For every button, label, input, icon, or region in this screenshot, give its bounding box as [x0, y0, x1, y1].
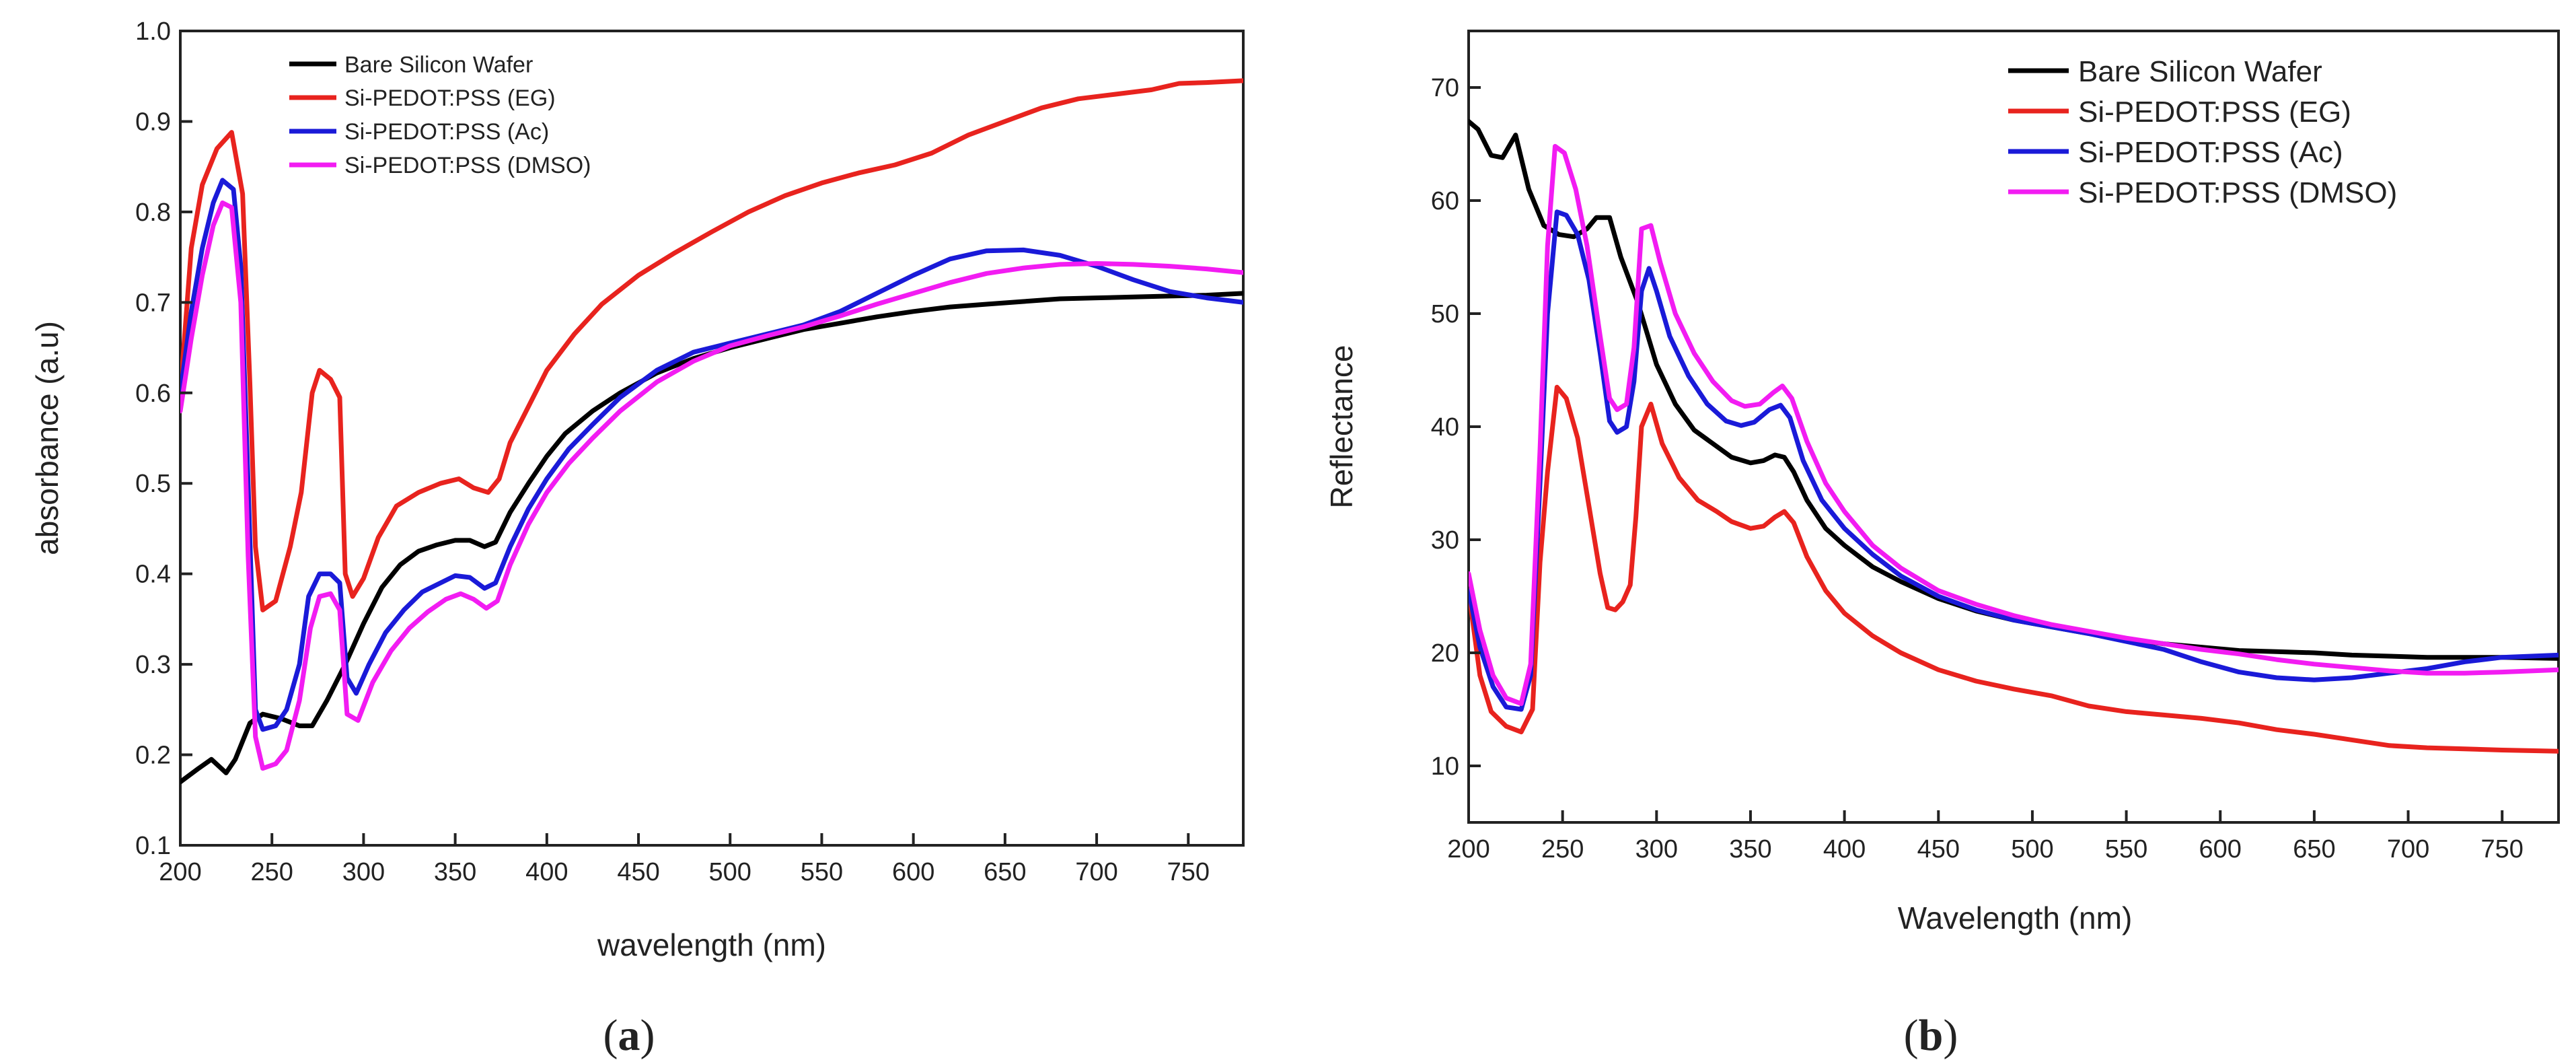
x-tick-label: 750 — [2481, 835, 2524, 863]
legend-item: Si-PEDOT:PSS (EG) — [2008, 96, 2351, 129]
y-tick-label: 0.6 — [135, 380, 171, 408]
x-tick-label: 700 — [2387, 835, 2429, 863]
x-tick-label: 400 — [1823, 835, 1866, 863]
legend-b: Bare Silicon Wafer Si-PEDOT:PSS (EG) Si-PE… — [2008, 55, 2397, 209]
y-tick-label: 1.0 — [135, 17, 171, 46]
x-tick-label: 600 — [2199, 835, 2242, 863]
series-line-a-2 — [180, 78, 1243, 612]
panel-label-b: (b) — [1904, 1011, 1958, 1060]
x-axis-label-b: Wavelength (nm) — [1898, 900, 2133, 935]
legend-item: Si-PEDOT:PSS (Ac) — [289, 119, 549, 145]
x-axis-ticks-b: 200 250 300 350 400 450 500 550 600 650 700 750 — [1447, 810, 2524, 863]
legend-item: Bare Silicon Wafer — [289, 52, 533, 77]
x-tick-label: 250 — [251, 858, 293, 886]
chart-panel-b: 200 250 300 350 400 450 500 550 600 650 700 750 10 2… — [1324, 30, 2560, 1060]
x-tick-label: 550 — [801, 858, 843, 886]
series-group-b — [1469, 118, 2559, 754]
legend-label: Si-PEDOT:PSS (Ac) — [2078, 136, 2343, 169]
x-tick-label: 650 — [2293, 835, 2335, 863]
y-axis-ticks-a: 0.1 0.2 0.3 0.4 0.5 0.6 0.7 0.8 0.9 1.0 — [135, 17, 192, 860]
legend-label: Bare Silicon Wafer — [2078, 55, 2322, 88]
y-tick-label: 70 — [1431, 74, 1459, 102]
x-tick-label: 200 — [159, 858, 201, 886]
legend-item: Si-PEDOT:PSS (DMSO) — [289, 153, 591, 178]
legend-a: Bare Silicon Wafer Si-PEDOT:PSS (EG) Si-PE… — [289, 52, 591, 178]
x-tick-label: 300 — [1635, 835, 1678, 863]
x-tick-label: 350 — [1729, 835, 1771, 863]
series-line-b-3 — [1469, 209, 2559, 712]
x-tick-label: 400 — [525, 858, 568, 886]
y-tick-label: 0.5 — [135, 470, 171, 498]
x-tick-label: 200 — [1447, 835, 1489, 863]
legend-label: Si-PEDOT:PSS (DMSO) — [344, 153, 591, 178]
panel-label-a: (a) — [603, 1011, 655, 1060]
y-tick-label: 0.8 — [135, 199, 171, 227]
legend-item: Si-PEDOT:PSS (Ac) — [2008, 136, 2343, 169]
x-tick-label: 500 — [2011, 835, 2053, 863]
x-tick-label: 450 — [617, 858, 659, 886]
series-line-a-4 — [180, 200, 1243, 771]
y-tick-label: 0.3 — [135, 651, 171, 679]
legend-label: Bare Silicon Wafer — [344, 52, 533, 77]
y-tick-label: 0.7 — [135, 289, 171, 317]
legend-item: Si-PEDOT:PSS (EG) — [289, 85, 556, 111]
x-tick-label: 550 — [2105, 835, 2147, 863]
y-tick-label: 0.9 — [135, 108, 171, 136]
y-tick-label: 30 — [1431, 526, 1459, 555]
legend-label: Si-PEDOT:PSS (Ac) — [344, 119, 549, 145]
x-tick-label: 300 — [342, 858, 385, 886]
y-tick-label: 50 — [1431, 300, 1459, 328]
chart-panel-a: 200 250 300 350 400 450 500 550 600 650 700 750 0.1… — [30, 17, 1245, 1060]
series-line-b-4 — [1469, 143, 2559, 707]
legend-label: Si-PEDOT:PSS (EG) — [2078, 96, 2351, 129]
y-tick-label: 0.1 — [135, 832, 171, 860]
series-line-a-1 — [180, 291, 1243, 785]
x-tick-label: 600 — [892, 858, 934, 886]
plot-area-a — [179, 30, 1245, 847]
x-tick-label: 650 — [984, 858, 1026, 886]
y-tick-label: 40 — [1431, 413, 1459, 441]
x-tick-label: 750 — [1167, 858, 1210, 886]
y-axis-ticks-b: 10 20 30 40 50 60 70 — [1431, 74, 1481, 781]
x-tick-label: 350 — [434, 858, 476, 886]
x-axis-label-a: wavelength (nm) — [597, 927, 826, 962]
x-tick-label: 250 — [1541, 835, 1584, 863]
y-tick-label: 0.4 — [135, 561, 171, 589]
y-tick-label: 0.2 — [135, 742, 171, 770]
y-axis-label-a: absorbance (a.u) — [30, 321, 65, 555]
series-line-b-1 — [1469, 118, 2559, 661]
x-tick-label: 500 — [709, 858, 751, 886]
legend-item: Si-PEDOT:PSS (DMSO) — [2008, 176, 2397, 209]
y-tick-label: 10 — [1431, 752, 1459, 781]
series-line-a-3 — [180, 178, 1243, 732]
legend-item: Bare Silicon Wafer — [2008, 55, 2322, 88]
legend-label: Si-PEDOT:PSS (DMSO) — [2078, 176, 2397, 209]
y-tick-label: 60 — [1431, 187, 1459, 215]
y-tick-label: 20 — [1431, 639, 1459, 668]
x-tick-label: 450 — [1917, 835, 1960, 863]
series-group-a — [180, 78, 1243, 785]
y-axis-label-b: Reflectance — [1324, 345, 1359, 509]
x-axis-ticks-a: 200 250 300 350 400 450 500 550 600 650 700 750 — [159, 833, 1210, 886]
x-tick-label: 700 — [1075, 858, 1117, 886]
legend-label: Si-PEDOT:PSS (EG) — [344, 85, 556, 111]
series-line-b-2 — [1469, 384, 2559, 754]
